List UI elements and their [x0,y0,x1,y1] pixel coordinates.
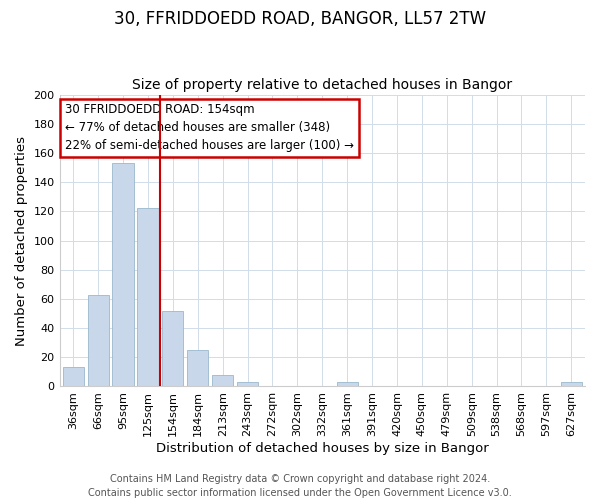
Bar [112,163,134,386]
Bar [561,382,582,386]
Text: 30 FFRIDDOEDD ROAD: 154sqm
← 77% of detached houses are smaller (348)
22% of sem: 30 FFRIDDOEDD ROAD: 154sqm ← 77% of deta… [65,104,354,152]
Title: Size of property relative to detached houses in Bangor: Size of property relative to detached ho… [132,78,512,92]
Text: Contains HM Land Registry data © Crown copyright and database right 2024.
Contai: Contains HM Land Registry data © Crown c… [88,474,512,498]
Bar [88,294,109,386]
Bar [162,310,184,386]
X-axis label: Distribution of detached houses by size in Bangor: Distribution of detached houses by size … [156,442,488,455]
Bar [212,375,233,386]
Text: 30, FFRIDDOEDD ROAD, BANGOR, LL57 2TW: 30, FFRIDDOEDD ROAD, BANGOR, LL57 2TW [114,10,486,28]
Bar [62,368,84,386]
Bar [187,350,208,387]
Bar [137,208,158,386]
Bar [237,382,258,386]
Y-axis label: Number of detached properties: Number of detached properties [15,136,28,346]
Bar [337,382,358,386]
